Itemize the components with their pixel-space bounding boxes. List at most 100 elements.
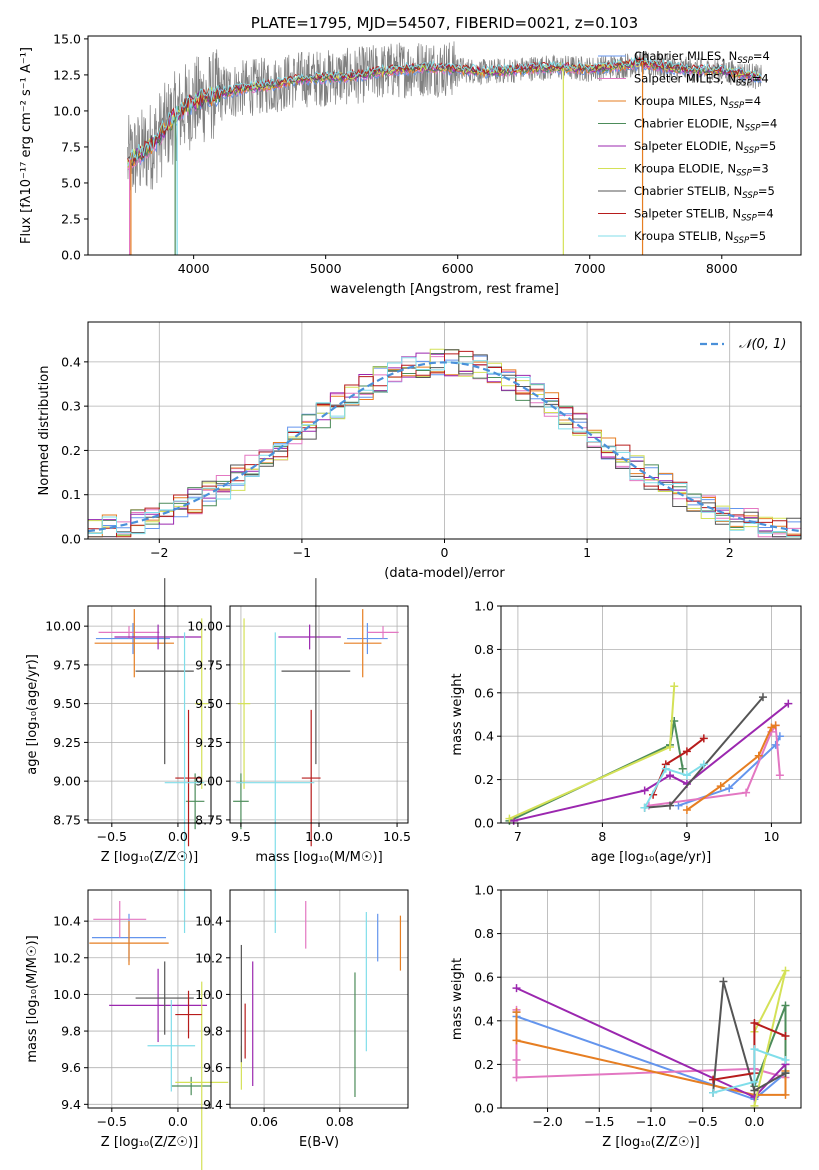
y-tick-label: 0.2 (474, 1057, 494, 1072)
panel-2: 𝒩(0, 1) −2 −1 0 1 2 0.0 0.1 0.2 0.3 0.4 (data-model… (37, 321, 802, 581)
errorbar-kroupa-miles (343, 609, 382, 678)
legend-suffix: =5 (749, 229, 766, 243)
y-tick-label: 0.0 (474, 816, 494, 831)
y-tick-label: 12.5 (53, 67, 81, 82)
legend-entry: Chabrier MILES, NSSP=4 (634, 49, 770, 66)
x-tick-label: 0.08 (326, 1114, 354, 1129)
errorbar-kroupa-stelib (147, 999, 196, 1092)
x-tick-label: 8000 (706, 261, 738, 276)
legend-label: Chabrier MILES, N (634, 49, 737, 63)
legend-subscript: SSP (744, 146, 760, 156)
x-axis-label: mass [log₁₀(M/M☉)] (255, 850, 382, 865)
residual-histogram-kroupa-stelib (88, 357, 801, 538)
weight-marker (505, 814, 514, 823)
y-tick-label: 5.0 (61, 175, 81, 190)
x-tick-label: 10.0 (305, 829, 333, 844)
normal-curve (87, 361, 802, 533)
y-tick-label: 10.4 (53, 914, 81, 929)
errorbar-kroupa-elodie (175, 981, 229, 1170)
x-tick-label: 10 (763, 829, 779, 844)
weight-marker (512, 1073, 521, 1082)
weight-marker (682, 805, 691, 814)
weight-series-kroupa-stelib (640, 760, 708, 812)
errorbar-kroupa-elodie (237, 618, 251, 789)
y-axis-label: age [log₁₀(age/yr)] (25, 654, 40, 775)
x-tick-label: 7 (514, 829, 522, 844)
y-axis-label: mass weight (450, 673, 465, 755)
legend-entry: Salpeter MILES, NSSP=4 (634, 72, 769, 89)
weight-marker (725, 784, 734, 793)
weight-line (513, 702, 789, 822)
y-axis-label: mass weight (450, 958, 465, 1040)
errorbar-salpeter-stelib (301, 709, 321, 847)
weight-marker (682, 747, 691, 756)
legend-suffix: =5 (758, 184, 775, 198)
x-tick-label: −0.5 (97, 829, 127, 844)
weight-marker (709, 1088, 718, 1097)
weight-marker (640, 786, 649, 795)
y-tick-label: 1.0 (474, 883, 494, 898)
errorbar-salpeter-stelib (175, 990, 202, 1039)
weight-marker (512, 1008, 521, 1017)
legend-subscript: SSP (742, 191, 758, 201)
y-tick-label: 10.0 (53, 103, 81, 118)
errorbar-salpeter-elodie (109, 968, 208, 1043)
x-axis-label: Z [log₁₀(Z/Z☉)] (101, 850, 198, 865)
x-tick-label: 10.5 (383, 829, 411, 844)
legend-subscript: SSP (736, 79, 752, 89)
weight-series-chabrier-stelib (709, 977, 790, 1097)
errorbar-chabrier-elodie (171, 1076, 211, 1096)
x-tick-label: 0.06 (250, 1114, 278, 1129)
y-tick-label: 9.4 (61, 1097, 81, 1112)
weight-marker (781, 1090, 790, 1099)
weight-marker (781, 966, 790, 975)
x-axis-label: (data-model)/error (384, 566, 505, 581)
x-tick-label: 6000 (442, 261, 474, 276)
x-axis-label: E(B-V) (299, 1135, 339, 1150)
x-tick-label: 1 (583, 545, 591, 560)
weight-marker (716, 782, 725, 791)
y-tick-label: 7.5 (61, 139, 81, 154)
panel-8: −2.0 −1.5 −1.0 −0.5 0.0 0.0 0.2 0.4 0.6 0.8 1.0 Z [… (450, 883, 802, 1150)
y-tick-label: 0.0 (61, 248, 81, 263)
weight-marker (767, 723, 776, 732)
legend-entry: Chabrier STELIB, NSSP=5 (634, 184, 775, 201)
errorbar-salpeter-miles (93, 900, 147, 938)
x-tick-label: −2.0 (532, 1114, 562, 1129)
y-tick-label: 0.1 (61, 487, 81, 502)
legend-suffix: =4 (753, 49, 770, 63)
y-tick-label: 9.75 (53, 657, 81, 672)
errorbar-kroupa-stelib (164, 632, 205, 934)
chart-title: PLATE=1795, MJD=54507, FIBERID=0021, z=0… (251, 14, 638, 32)
weight-marker (781, 1001, 790, 1010)
x-tick-label: 0 (441, 545, 449, 560)
legend-suffix: =4 (760, 117, 777, 131)
y-tick-label: 15.0 (53, 31, 81, 46)
errorbar-kroupa-miles (94, 609, 174, 678)
weight-line (712, 1047, 786, 1094)
legend-label: Salpeter MILES, N (634, 72, 736, 86)
weight-series-kroupa-elodie (750, 966, 790, 1110)
model-spectrum-salpeter-stelib (127, 56, 762, 165)
y-tick-label: 10.0 (195, 987, 223, 1002)
legend-label: Salpeter STELIB, N (634, 207, 741, 221)
y-tick-label: 0.2 (474, 772, 494, 787)
legend-label: Kroupa STELIB, N (634, 229, 734, 243)
y-tick-label: 2.5 (61, 211, 81, 226)
axes-frame (87, 35, 802, 256)
legend-suffix: =5 (759, 139, 776, 153)
axes-frame (87, 889, 212, 1109)
x-tick-label: 7000 (574, 261, 606, 276)
axes-frame (500, 605, 802, 824)
x-tick-label: 8 (598, 829, 606, 844)
legend-subscript: SSP (736, 169, 752, 179)
model-spectrum-kroupa-stelib (127, 56, 762, 167)
weight-marker (775, 771, 784, 780)
errorbar-kroupa-miles (89, 921, 169, 966)
panel-3: −0.5 0.0 8.75 9.00 9.25 9.50 9.75 10.00 Z [log₁₀… (25, 578, 212, 934)
legend-label: Chabrier ELODIE, N (634, 117, 745, 131)
y-tick-label: 0.4 (61, 354, 81, 369)
weight-marker (750, 1045, 759, 1054)
y-tick-label: 0.4 (474, 729, 494, 744)
